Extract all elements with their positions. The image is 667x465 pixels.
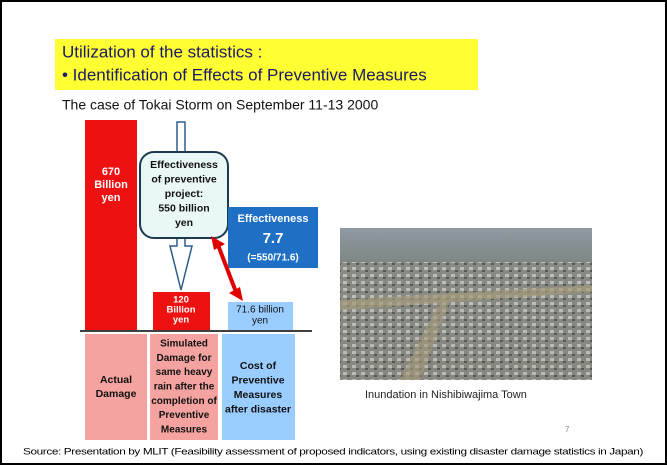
bar-label: yen	[252, 316, 268, 327]
photo	[340, 228, 592, 380]
category-label: Cost of	[240, 360, 277, 372]
title: • Identification of Effects of Preventiv…	[62, 65, 427, 84]
ratio-value: 7.7	[263, 230, 284, 247]
photo-caption: Inundation in Nishibiwajima Town	[365, 389, 527, 401]
box-label: Effectiveness	[150, 159, 218, 171]
ratio-label: Effectiveness	[238, 213, 309, 225]
title: Utilization of the statistics :	[62, 42, 262, 61]
category-label: after disaster	[225, 403, 291, 415]
box-label: yen	[175, 217, 193, 229]
category-label: Measures	[234, 389, 283, 401]
box-label: of preventive	[151, 173, 217, 185]
source: Source: Presentation by MLIT (Feasibilit…	[23, 446, 643, 456]
bar-label: yen	[102, 192, 121, 204]
page-number: 7	[565, 425, 570, 434]
subtitle: The case of Tokai Storm on September 11-…	[62, 97, 378, 113]
category-label: same heavy	[156, 367, 213, 378]
box-label: project:	[165, 188, 204, 200]
category-label: completion of	[151, 396, 217, 407]
bar-label: Billion	[94, 179, 128, 191]
category-label: rain after the	[154, 382, 215, 393]
bar-label: 670	[102, 166, 120, 178]
bar-label: yen	[173, 315, 190, 326]
ratio-formula: (=550/71.6)	[247, 253, 298, 264]
box-label: 550 billion	[158, 202, 209, 214]
category-label: Damage	[96, 388, 137, 400]
bar-label: 71.6 billion	[236, 305, 284, 316]
category-label: Preventive	[231, 374, 284, 386]
label-box	[222, 334, 295, 440]
actual-bar	[85, 120, 137, 330]
category-label: Preventive	[159, 410, 210, 421]
slide: Utilization of the statistics : • Identif…	[0, 0, 667, 465]
category-label: Simulated	[160, 339, 208, 350]
category-label: Damage for	[156, 353, 211, 364]
category-label: Measures	[161, 424, 208, 435]
category-label: Actual	[100, 374, 132, 386]
